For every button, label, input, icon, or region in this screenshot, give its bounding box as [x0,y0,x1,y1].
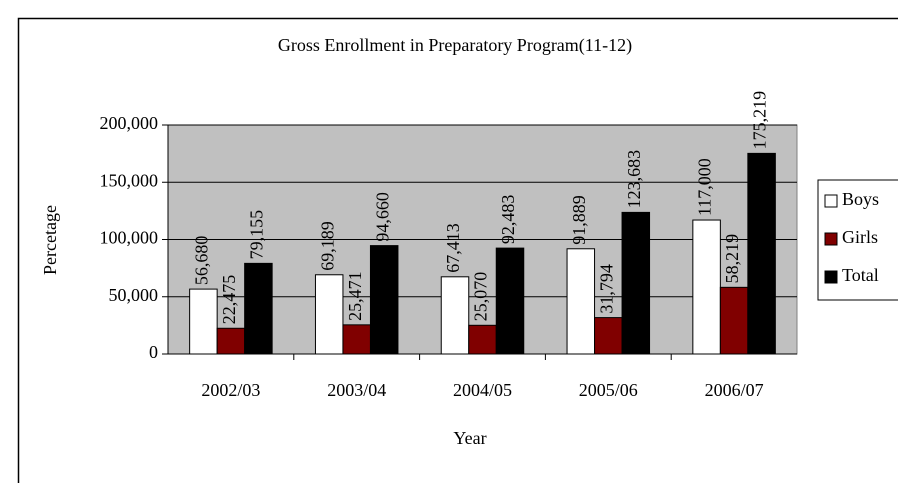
value-label: 25,070 [471,272,491,322]
legend-swatch [824,194,838,208]
value-label: 67,413 [443,223,463,273]
bar [594,317,623,355]
y-tick-label: 50,000 [109,285,159,305]
bar [566,248,596,355]
legend-label: Girls [842,227,878,247]
x-tick-label: 2002/03 [201,380,260,400]
legend-swatch [824,232,838,246]
value-label: 79,155 [247,210,267,260]
value-label: 22,475 [219,275,239,325]
y-tick-label: 0 [149,342,158,362]
value-label: 92,483 [498,195,518,245]
bar [440,276,470,355]
value-label: 25,471 [345,271,365,321]
value-label: 58,219 [722,234,742,284]
y-tick-label: 200,000 [100,113,159,133]
value-label: 56,680 [192,236,212,286]
value-label: 31,794 [596,264,616,314]
value-label: 175,219 [750,91,770,150]
y-tick-label: 100,000 [100,228,159,248]
bar [692,219,721,355]
y-tick-label: 150,000 [100,170,159,190]
bar [495,247,525,355]
bar [621,211,651,355]
legend-label: Boys [842,189,879,209]
bar [747,152,776,355]
x-tick-label: 2005/06 [579,380,638,400]
chart-frame [17,17,898,483]
x-axis-label: Year [453,428,486,448]
bar [244,262,273,355]
x-tick-label: 2003/04 [327,380,386,400]
bar [314,274,344,355]
legend-swatch [824,270,838,284]
bar [189,288,218,355]
value-label: 91,889 [569,195,589,245]
bar [369,245,399,355]
bar [342,324,371,355]
value-label: 69,189 [317,221,337,271]
x-tick-label: 2006/07 [705,380,764,400]
x-tick-label: 2004/05 [453,380,512,400]
bar [216,327,246,355]
legend-label: Total [842,265,879,285]
bar [468,324,497,355]
y-axis-label: Percetage [40,205,60,275]
value-label: 123,683 [624,150,644,209]
value-label: 117,000 [695,158,715,216]
bar [719,286,749,355]
chart-title: Gross Enrollment in Preparatory Program(… [278,35,632,56]
value-label: 94,660 [372,192,392,242]
